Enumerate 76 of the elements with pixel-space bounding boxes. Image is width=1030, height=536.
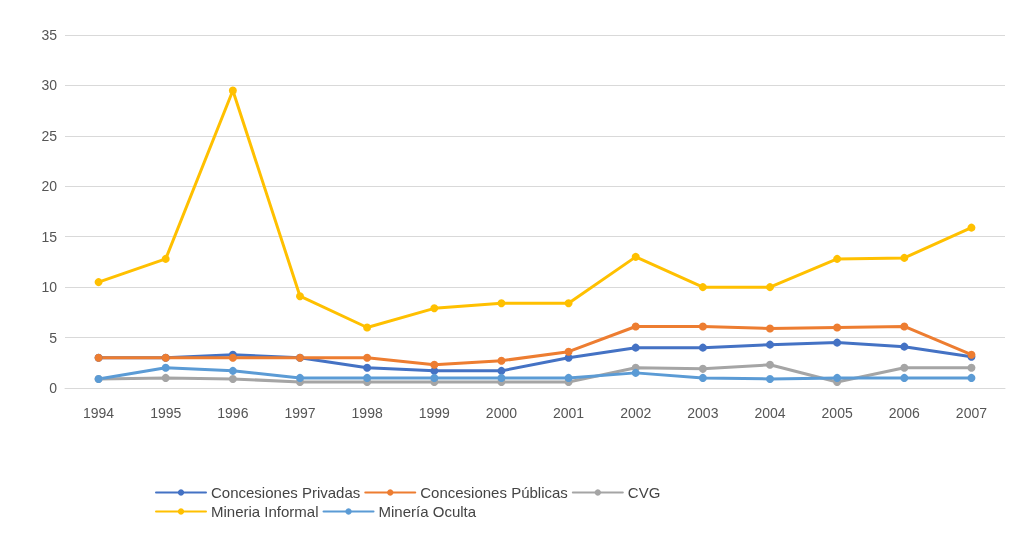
x-tick-label: 1995 [150, 405, 182, 421]
point [900, 342, 909, 351]
y-tick-label: 0 [49, 380, 58, 396]
x-tick-label: 2001 [552, 405, 585, 421]
y-tick-label: 5 [49, 329, 58, 346]
point [900, 363, 909, 372]
point [766, 324, 774, 333]
point [631, 252, 640, 261]
point [698, 343, 707, 352]
point [766, 283, 774, 292]
y-tick-label: 20 [41, 178, 58, 195]
point [497, 299, 506, 308]
point [698, 283, 707, 292]
point [296, 292, 304, 301]
point [967, 363, 976, 372]
point [564, 347, 573, 356]
point [766, 340, 774, 349]
point [631, 368, 640, 377]
point [564, 373, 573, 382]
point [430, 360, 439, 369]
point [766, 360, 774, 369]
point [497, 366, 506, 375]
legend-label: CVG [627, 484, 661, 501]
point [967, 223, 976, 232]
x-tick-label: 2006 [888, 405, 921, 421]
x-tick-label: 2003 [687, 405, 719, 421]
point [833, 323, 842, 332]
point [430, 304, 439, 313]
point [94, 278, 103, 287]
point [900, 322, 909, 331]
point [900, 373, 909, 382]
legend-label: Concesiones Privadas [211, 484, 361, 501]
point [698, 322, 707, 331]
point [967, 373, 976, 382]
point [363, 353, 372, 362]
point [833, 254, 842, 263]
x-tick-label: 2000 [485, 405, 518, 421]
x-tick-label: 1998 [351, 405, 383, 421]
point [497, 373, 506, 382]
point [698, 364, 707, 373]
point [698, 373, 707, 382]
legend-label: Mineria Informal [211, 503, 319, 520]
y-tick-label: 30 [41, 77, 58, 94]
legend-label: Minería Oculta [378, 503, 477, 520]
y-tick-label: 35 [41, 27, 58, 43]
point [631, 322, 640, 331]
point [161, 363, 170, 372]
point [497, 356, 506, 365]
point [363, 363, 372, 372]
y-tick-label: 10 [41, 279, 58, 296]
point [833, 338, 842, 347]
x-tick-label: 2004 [754, 405, 786, 421]
x-tick-label: 2007 [955, 405, 988, 421]
point [228, 86, 237, 95]
x-tick-label: 1999 [418, 405, 451, 421]
point [161, 254, 170, 263]
point [564, 299, 573, 308]
x-tick-label: 1997 [284, 405, 316, 421]
point [363, 373, 372, 382]
point [430, 373, 439, 382]
y-tick-label: 15 [41, 228, 58, 245]
y-tick-label: 25 [41, 127, 58, 144]
point [833, 373, 842, 382]
x-tick-label: 1996 [217, 405, 249, 421]
point [228, 374, 237, 383]
point [363, 323, 372, 332]
point [296, 373, 304, 382]
point [631, 343, 640, 352]
x-tick-label: 2005 [821, 405, 853, 421]
x-tick-label: 1994 [82, 405, 115, 421]
point [228, 366, 237, 375]
point [161, 373, 170, 382]
legend-label: Concesiones Públicas [420, 484, 568, 501]
point [900, 253, 909, 262]
x-tick-label: 2002 [620, 405, 652, 421]
point [766, 374, 774, 383]
